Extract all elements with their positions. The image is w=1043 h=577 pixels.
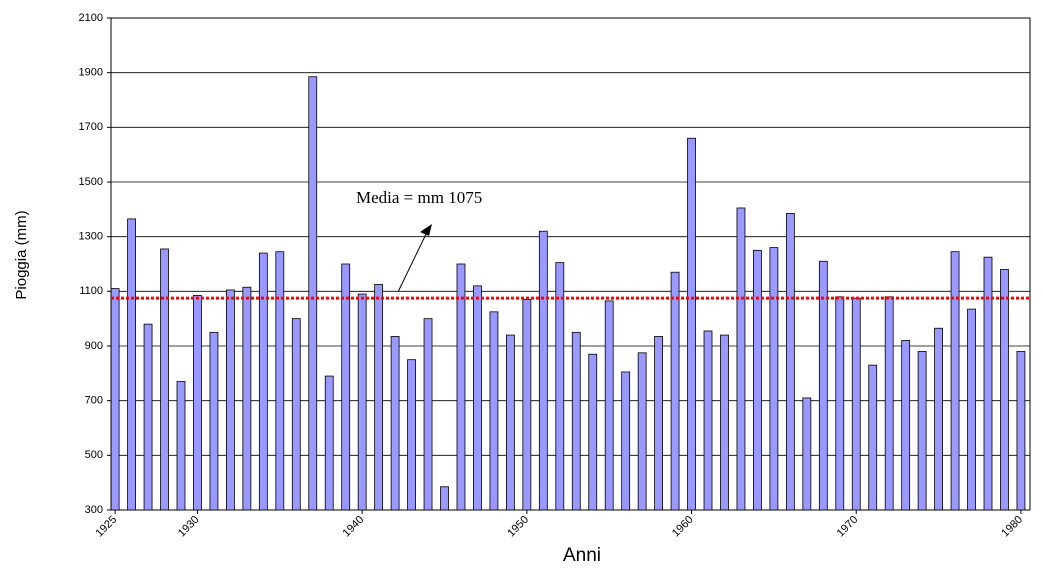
y-tick-label: 300 <box>85 504 103 516</box>
bar <box>1016 351 1026 511</box>
bar <box>621 371 631 511</box>
bar <box>258 252 268 511</box>
bar <box>720 334 729 511</box>
bar <box>785 213 795 511</box>
bar <box>473 285 482 511</box>
bar <box>324 375 334 511</box>
bar <box>703 330 713 511</box>
bar <box>110 288 120 511</box>
y-tick-label: 1700 <box>79 121 103 133</box>
bar <box>193 295 202 511</box>
annotation: Media = mm 1075 <box>356 188 482 207</box>
x-tick-label: 1940 <box>341 514 367 540</box>
bar <box>522 299 532 511</box>
y-tick-label: 900 <box>85 340 103 352</box>
bar <box>275 251 285 511</box>
y-tick-label: 1900 <box>79 67 103 79</box>
bar <box>440 486 449 511</box>
bar <box>670 271 680 511</box>
bar <box>851 297 861 511</box>
bar <box>357 293 367 511</box>
bar <box>967 308 976 511</box>
bar <box>934 327 943 511</box>
bar <box>489 311 499 511</box>
y-tick-label: 700 <box>85 395 103 407</box>
bar <box>308 76 318 511</box>
bar <box>571 331 581 511</box>
bar <box>390 336 400 511</box>
bar <box>423 318 433 511</box>
bar <box>1000 269 1009 511</box>
x-tick-label: 1930 <box>176 514 202 540</box>
y-tick-label: 2100 <box>79 12 103 24</box>
y-tick-label: 1100 <box>79 285 103 297</box>
bar <box>242 286 252 511</box>
bar <box>505 334 515 511</box>
bar <box>226 289 235 511</box>
bar <box>127 218 136 511</box>
bar <box>736 207 746 511</box>
y-tick-label: 1300 <box>79 231 103 243</box>
bar <box>654 336 664 511</box>
bar <box>209 331 219 511</box>
arrow-head <box>420 224 432 236</box>
x-tick-label: 1960 <box>670 514 696 540</box>
bar <box>884 296 894 511</box>
annotation-arrow <box>397 229 429 293</box>
bar <box>341 263 351 511</box>
bar <box>555 262 565 511</box>
bar <box>604 300 614 511</box>
bar <box>637 352 647 511</box>
bar <box>456 263 466 511</box>
bar <box>769 247 779 511</box>
x-tick-label: 1980 <box>999 514 1025 540</box>
bar <box>538 230 548 511</box>
bar <box>818 260 828 511</box>
bar <box>802 397 812 511</box>
bar <box>407 359 416 511</box>
bar <box>835 296 845 511</box>
y-axis-title: Pioggia (mm) <box>13 210 30 299</box>
bar <box>160 248 169 511</box>
bar <box>374 284 384 511</box>
y-tick-label: 1500 <box>79 176 103 188</box>
x-axis-title: Anni <box>563 545 601 566</box>
bar <box>291 318 301 511</box>
x-tick-label: 1970 <box>835 514 861 540</box>
y-tick-label: 500 <box>85 449 103 461</box>
bar <box>868 364 878 511</box>
bar <box>176 381 186 511</box>
bar <box>687 137 696 511</box>
bar <box>588 353 598 511</box>
x-tick-label: 1925 <box>93 514 119 540</box>
bar <box>753 249 762 511</box>
bar <box>143 323 153 511</box>
x-tick-label: 1950 <box>505 514 531 540</box>
bar <box>950 251 960 511</box>
bar <box>917 351 927 511</box>
bar <box>983 256 993 511</box>
bar <box>901 340 911 511</box>
